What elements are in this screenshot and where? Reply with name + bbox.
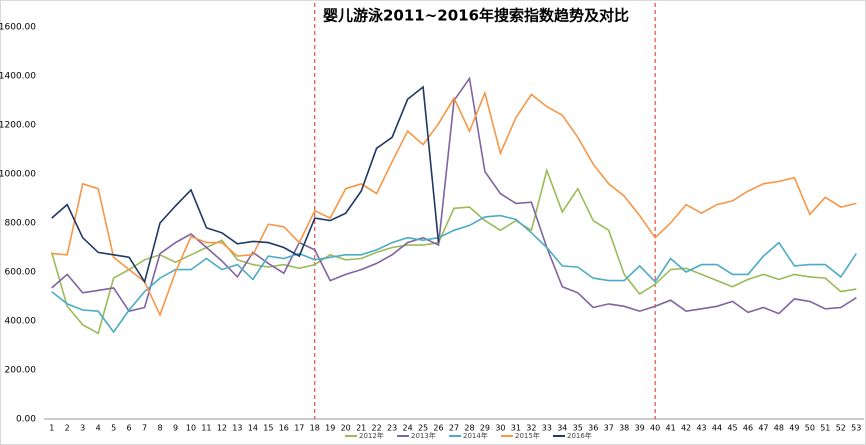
x-tick-label: 28 [464,424,474,433]
x-tick-label: 15 [263,424,273,433]
x-tick-label: 19 [325,424,335,433]
x-tick-label: 31 [511,424,521,433]
x-tick-label: 30 [495,424,505,433]
series-line [51,214,857,334]
x-tick-label: 42 [681,424,691,433]
y-tick-label: 200.00 [5,366,37,376]
x-tick-label: 11 [201,424,211,433]
x-tick-label: 2 [65,424,70,433]
legend-label: 2015年 [515,431,540,440]
y-tick-label: 1200.00 [0,121,36,131]
legend-label: 2013年 [411,431,436,440]
x-tick-label: 29 [480,424,490,433]
legend-label: 2014年 [463,431,488,440]
x-tick-label: 33 [542,424,552,433]
x-tick-label: 41 [666,424,676,433]
x-tick-label: 22 [372,424,382,433]
series-line [51,90,857,317]
x-tick-label: 39 [635,424,645,433]
y-tick-label: 1000.00 [0,170,36,180]
x-tick-label: 4 [96,424,101,433]
x-tick-label: 24 [402,424,412,433]
series-line [50,167,857,335]
y-tick-label: 800.00 [5,219,37,229]
y-tick-label: 0.00 [16,415,36,425]
x-tick-label: 13 [232,424,242,433]
y-tick-label: 1600.00 [0,23,36,33]
x-tick-label: 38 [619,424,629,433]
x-tick-label: 8 [157,424,162,433]
chart-title: 婴儿游泳2011~2016年搜索指数趋势及对比 [323,7,629,25]
x-tick-label: 34 [557,424,567,433]
x-tick-label: 1 [49,424,54,433]
x-tick-label: 43 [696,424,706,433]
x-tick-label: 21 [356,424,366,433]
x-tick-label: 52 [836,424,846,433]
x-tick-label: 51 [820,424,830,433]
x-tick-label: 3 [80,424,85,433]
x-tick-label: 45 [727,424,737,433]
x-tick-label: 47 [758,424,768,433]
y-tick-label: 600.00 [5,268,37,278]
x-tick-label: 37 [604,424,614,433]
x-tick-label: 49 [789,424,799,433]
x-tick-label: 17 [294,424,304,433]
x-tick-label: 46 [743,424,753,433]
x-tick-label: 40 [650,424,660,433]
x-tick-label: 44 [712,424,722,433]
x-tick-label: 32 [526,424,536,433]
x-tick-label: 50 [805,424,815,433]
x-tick-label: 12 [217,424,227,433]
y-tick-label: 1400.00 [0,72,36,82]
x-tick-label: 26 [433,424,443,433]
legend-label: 2012年 [359,431,384,440]
x-tick-label: 18 [310,424,320,433]
x-tick-label: 23 [387,424,397,433]
x-tick-label: 53 [851,424,861,433]
x-tick-label: 36 [588,424,598,433]
x-tick-label: 35 [573,424,583,433]
x-tick-label: 10 [186,424,196,433]
y-tick-label: 400.00 [5,317,37,327]
x-tick-label: 5 [111,424,116,433]
series-line [51,76,857,315]
x-tick-label: 9 [173,424,178,433]
x-tick-label: 14 [248,424,258,433]
x-tick-label: 16 [279,424,289,433]
x-tick-label: 48 [774,424,784,433]
x-tick-label: 6 [127,424,132,433]
x-tick-label: 7 [142,424,147,433]
series-line [51,85,440,284]
x-tick-label: 20 [341,424,351,433]
x-tick-label: 27 [449,424,459,433]
legend-label: 2016年 [567,431,592,440]
x-tick-label: 25 [418,424,428,433]
